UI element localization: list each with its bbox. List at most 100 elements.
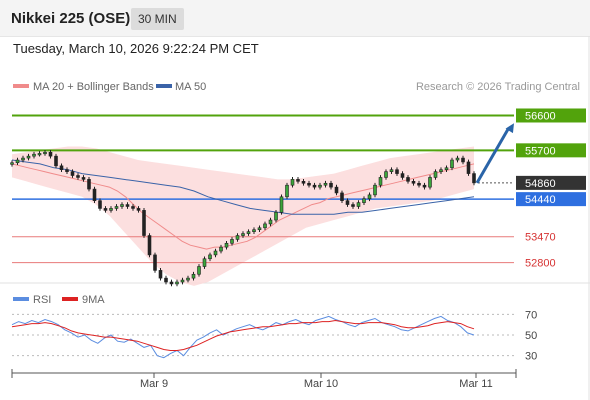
candle-body [224, 242, 229, 248]
candle-body [406, 177, 410, 182]
candle-body [312, 184, 317, 188]
candle-body [43, 151, 47, 155]
candle-body [439, 169, 443, 172]
candle-body [81, 177, 86, 180]
candle-body [208, 254, 212, 260]
candle-body [70, 171, 75, 176]
candle-body [334, 186, 339, 194]
level-tag-55700 [516, 143, 586, 158]
candle-body [428, 177, 432, 188]
candle-body [301, 181, 306, 184]
candle-body [362, 198, 366, 203]
rsi-ma-legend-swatch [62, 297, 78, 301]
candle-body [422, 184, 427, 188]
candle-body [378, 177, 383, 186]
candle-body [10, 162, 14, 165]
rsi-ma-line [11, 319, 475, 351]
level-label-52800: 52800 [525, 258, 556, 270]
candle-body [92, 188, 97, 201]
candle-body [191, 273, 196, 279]
timeframe-button[interactable]: 30 MIN [131, 8, 184, 30]
rsi-line [11, 315, 475, 359]
level-tag-54860 [516, 175, 586, 190]
candle-body [197, 266, 201, 275]
level-tag-56600 [516, 108, 586, 123]
candle-body [340, 192, 344, 201]
rsi-tick-30: 30 [525, 351, 537, 363]
candle-body [400, 173, 405, 178]
candle-body [444, 167, 449, 171]
candle-body [351, 204, 355, 207]
candle-body [37, 153, 42, 156]
candle-body [213, 250, 218, 256]
candle-body [230, 239, 234, 244]
candle-body [109, 208, 113, 211]
candle-body [389, 169, 394, 172]
candle-body [395, 169, 399, 174]
ma50-legend-label: MA 50 [175, 81, 206, 93]
rsi-tick-50: 50 [525, 330, 537, 342]
candle-body [472, 173, 476, 184]
candle-body [153, 254, 157, 271]
x-tick-label: Mar 9 [140, 378, 168, 390]
candle-body [384, 171, 388, 178]
projection-arrow [475, 128, 510, 184]
candle-body [257, 227, 262, 231]
candle-body [246, 231, 251, 234]
candle-body [450, 159, 454, 169]
level-label-54440: 54440 [525, 194, 556, 206]
candle-body [433, 171, 438, 178]
candle-body [323, 182, 328, 186]
bollinger-band [12, 146, 474, 286]
candle-body [263, 223, 267, 229]
candle-body [373, 184, 377, 196]
candle-body [186, 277, 190, 281]
rsi-legend-swatch [13, 297, 29, 301]
candle-body [114, 206, 119, 209]
candle-body [307, 182, 311, 186]
level-label-53470: 53470 [525, 232, 556, 244]
candle-body [466, 161, 471, 174]
instrument-title: Nikkei 225 (OSE) [11, 10, 131, 27]
candle-body [54, 155, 58, 167]
candle-body [26, 155, 31, 159]
candle-body [279, 196, 284, 213]
candle-body [76, 175, 80, 178]
candle-body [103, 208, 108, 211]
candle-body [32, 153, 36, 157]
candle-body [48, 151, 53, 157]
ma50-line [11, 159, 475, 215]
candle-body [252, 229, 256, 232]
candle-body [285, 184, 289, 198]
candle-body [329, 182, 333, 188]
candle-body [131, 206, 135, 209]
candle-body [219, 246, 223, 252]
candle-body [142, 210, 146, 236]
candle-body [202, 258, 207, 267]
candle-body [136, 208, 141, 211]
candle-body [356, 202, 361, 207]
candle-body [180, 279, 185, 283]
rsi-tick-70: 70 [525, 309, 537, 321]
level-label-54860: 54860 [525, 178, 556, 190]
candle-body [318, 184, 322, 188]
candle-body [175, 281, 179, 285]
rsi-legend-label: RSI [33, 294, 51, 306]
level-label-55700: 55700 [525, 145, 556, 157]
x-tick-label: Mar 10 [304, 378, 338, 390]
level-tag-54440 [516, 192, 586, 207]
chart-header: Nikkei 225 (OSE) 30 MIN [0, 0, 590, 37]
candle-body [125, 204, 130, 207]
ma50-legend-swatch [156, 84, 172, 88]
candle-body [59, 165, 64, 171]
candle-body [296, 179, 300, 182]
rsi-ma-legend-label: 9MA [82, 294, 105, 306]
candle-body [169, 281, 174, 285]
candle-body [235, 235, 240, 240]
candle-body [461, 157, 465, 163]
candle-body [345, 200, 350, 205]
candle-body [268, 219, 273, 225]
candle-body [21, 157, 25, 161]
candle-body [147, 235, 152, 256]
